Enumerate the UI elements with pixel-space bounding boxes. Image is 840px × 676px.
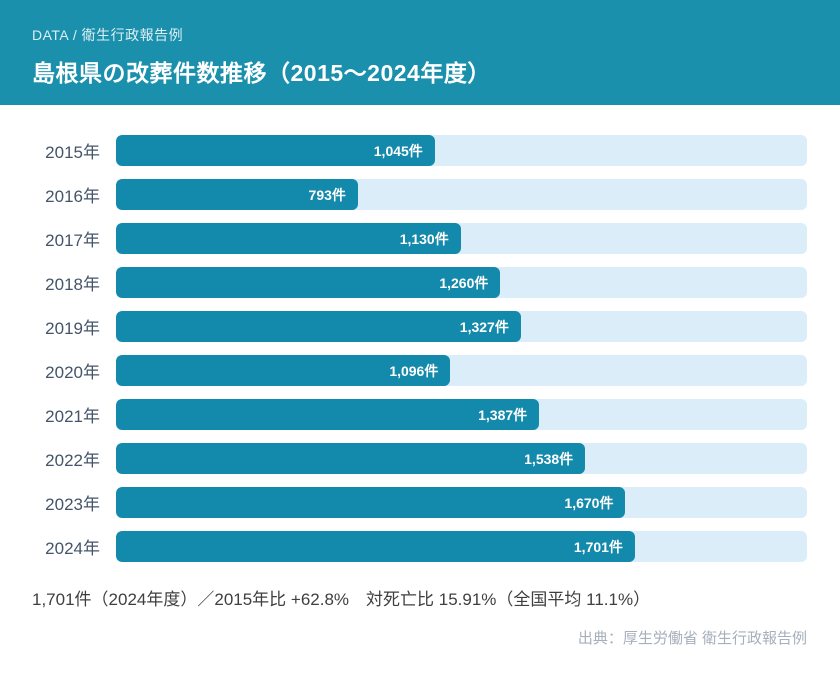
bar-row: 2019年 1,327件 — [32, 311, 807, 342]
bar-track: 793件 — [116, 179, 807, 210]
bar-fill: 1,130件 — [116, 223, 461, 254]
bar-value-label: 1,701件 — [573, 538, 623, 555]
bar-row: 2023年 1,670件 — [32, 487, 807, 518]
year-label: 2024年 — [45, 539, 100, 558]
year-label: 2018年 — [45, 275, 100, 294]
bar-row: 2015年 1,045件 — [32, 135, 807, 166]
bar-value-label: 793件 — [308, 186, 346, 203]
bar-row: 2024年 1,701件 — [32, 531, 807, 562]
page-title: 島根県の改葬件数推移（2015～2024年度） — [32, 60, 491, 86]
bar-row: 2021年 1,387件 — [32, 399, 807, 430]
bar-fill: 1,260件 — [116, 267, 501, 298]
bar-fill: 1,327件 — [116, 311, 521, 342]
bar-row: 2020年 1,096件 — [32, 355, 807, 386]
bar-value-label: 1,045件 — [373, 142, 423, 159]
year-label: 2022年 — [45, 451, 100, 470]
bar-track: 1,045件 — [116, 135, 807, 166]
bar-value-label: 1,096件 — [389, 362, 439, 379]
bar-value-label: 1,387件 — [478, 406, 528, 423]
header: DATA / 衛生行政報告例 島根県の改葬件数推移（2015～2024年度） — [0, 0, 840, 105]
bar-value-label: 1,538件 — [524, 450, 574, 467]
bar-rows: 2015年 1,045件 2016年 793件 2017年 1,130件 201… — [32, 135, 807, 562]
bar-value-label: 1,327件 — [459, 318, 509, 335]
bar-track: 1,538件 — [116, 443, 807, 474]
bar-fill: 1,701件 — [116, 531, 635, 562]
bar-row: 2016年 793件 — [32, 179, 807, 210]
year-label: 2015年 — [45, 143, 100, 162]
bar-track: 1,096件 — [116, 355, 807, 386]
bar-fill: 1,096件 — [116, 355, 451, 386]
bar-fill: 1,387件 — [116, 399, 540, 430]
year-label: 2017年 — [45, 231, 100, 250]
bar-row: 2018年 1,260件 — [32, 267, 807, 298]
header-eyebrow: DATA / 衛生行政報告例 — [32, 27, 184, 43]
bar-row: 2022年 1,538件 — [32, 443, 807, 474]
year-label: 2019年 — [45, 319, 100, 338]
bar-value-label: 1,260件 — [439, 274, 489, 291]
bar-track: 1,670件 — [116, 487, 807, 518]
bar-track: 1,327件 — [116, 311, 807, 342]
bar-row: 2017年 1,130件 — [32, 223, 807, 254]
bar-track: 1,387件 — [116, 399, 807, 430]
bar-fill: 793件 — [116, 179, 358, 210]
year-label: 2016年 — [45, 187, 100, 206]
bar-fill: 1,670件 — [116, 487, 626, 518]
bar-track: 1,260件 — [116, 267, 807, 298]
source-text: 出典：厚生労働省 衛生行政報告例 — [577, 630, 807, 647]
bar-chart: 2015年 1,045件 2016年 793件 2017年 1,130件 201… — [32, 135, 807, 562]
bar-value-label: 1,130件 — [399, 230, 449, 247]
bar-track: 1,130件 — [116, 223, 807, 254]
summary-text: 1,701件（2024年度）／2015年比 +62.8% 対死亡比 15.91%… — [32, 590, 651, 609]
year-label: 2023年 — [45, 495, 100, 514]
year-label: 2021年 — [45, 407, 100, 426]
bar-fill: 1,045件 — [116, 135, 435, 166]
bar-value-label: 1,670件 — [564, 494, 614, 511]
year-label: 2020年 — [45, 363, 100, 382]
bar-fill: 1,538件 — [116, 443, 586, 474]
bar-track: 1,701件 — [116, 531, 807, 562]
